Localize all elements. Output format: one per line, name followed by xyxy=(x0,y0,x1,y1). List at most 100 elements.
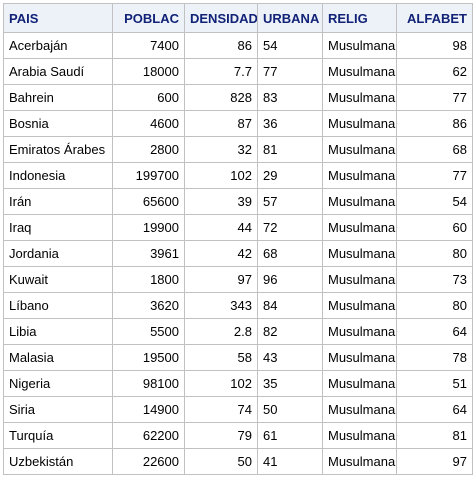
cell-pais: Indonesia xyxy=(3,162,113,189)
cell-relig: Musulmana xyxy=(322,32,397,59)
cell-poblac: 1800 xyxy=(112,266,185,293)
cell-urbana: 36 xyxy=(257,110,323,137)
cell-relig: Musulmana xyxy=(322,58,397,85)
cell-urbana: 68 xyxy=(257,240,323,267)
cell-relig: Musulmana xyxy=(322,344,397,371)
cell-pais: Uzbekistán xyxy=(3,448,113,475)
cell-relig: Musulmana xyxy=(322,240,397,267)
table-row[interactable]: Líbano 3620 343 84 Musulmana 80 xyxy=(3,292,473,319)
cell-relig: Musulmana xyxy=(322,318,397,345)
table-row[interactable]: Bosnia 4600 87 36 Musulmana 86 xyxy=(3,110,473,137)
cell-urbana: 29 xyxy=(257,162,323,189)
cell-urbana: 77 xyxy=(257,58,323,85)
cell-pais: Libia xyxy=(3,318,113,345)
table-row[interactable]: Irán 65600 39 57 Musulmana 54 xyxy=(3,188,473,215)
table-row[interactable]: Emiratos Árabes 2800 32 81 Musulmana 68 xyxy=(3,136,473,163)
cell-densidad: 97 xyxy=(184,266,258,293)
cell-pais: Irán xyxy=(3,188,113,215)
cell-poblac: 199700 xyxy=(112,162,185,189)
cell-poblac: 3961 xyxy=(112,240,185,267)
cell-poblac: 65600 xyxy=(112,188,185,215)
cell-alfabet: 64 xyxy=(396,396,473,423)
table-row[interactable]: Siria 14900 74 50 Musulmana 64 xyxy=(3,396,473,423)
cell-densidad: 50 xyxy=(184,448,258,475)
cell-alfabet: 86 xyxy=(396,110,473,137)
cell-poblac: 4600 xyxy=(112,110,185,137)
cell-pais: Arabia Saudí xyxy=(3,58,113,85)
column-header-urbana[interactable]: URBANA xyxy=(257,3,323,33)
cell-poblac: 19900 xyxy=(112,214,185,241)
cell-poblac: 7400 xyxy=(112,32,185,59)
cell-relig: Musulmana xyxy=(322,110,397,137)
column-header-densidad[interactable]: DENSIDAD xyxy=(184,3,258,33)
table-row[interactable]: Uzbekistán 22600 50 41 Musulmana 97 xyxy=(3,448,473,475)
cell-densidad: 343 xyxy=(184,292,258,319)
cell-densidad: 58 xyxy=(184,344,258,371)
table-row[interactable]: Kuwait 1800 97 96 Musulmana 73 xyxy=(3,266,473,293)
cell-relig: Musulmana xyxy=(322,266,397,293)
cell-pais: Kuwait xyxy=(3,266,113,293)
cell-densidad: 74 xyxy=(184,396,258,423)
cell-alfabet: 62 xyxy=(396,58,473,85)
cell-relig: Musulmana xyxy=(322,292,397,319)
cell-urbana: 61 xyxy=(257,422,323,449)
table-header: PAIS POBLAC DENSIDAD URBANA RELIG ALFABE… xyxy=(3,3,473,33)
cell-urbana: 41 xyxy=(257,448,323,475)
cell-densidad: 86 xyxy=(184,32,258,59)
cell-alfabet: 81 xyxy=(396,422,473,449)
cell-urbana: 43 xyxy=(257,344,323,371)
cell-relig: Musulmana xyxy=(322,422,397,449)
cell-urbana: 82 xyxy=(257,318,323,345)
cell-relig: Musulmana xyxy=(322,396,397,423)
cell-relig: Musulmana xyxy=(322,448,397,475)
table-row[interactable]: Acerbaján 7400 86 54 Musulmana 98 xyxy=(3,32,473,59)
table-row[interactable]: Indonesia 199700 102 29 Musulmana 77 xyxy=(3,162,473,189)
cell-poblac: 5500 xyxy=(112,318,185,345)
column-header-alfabet[interactable]: ALFABET xyxy=(396,3,473,33)
cell-alfabet: 97 xyxy=(396,448,473,475)
cell-poblac: 14900 xyxy=(112,396,185,423)
cell-pais: Bosnia xyxy=(3,110,113,137)
table-row[interactable]: Iraq 19900 44 72 Musulmana 60 xyxy=(3,214,473,241)
cell-pais: Iraq xyxy=(3,214,113,241)
cell-pais: Líbano xyxy=(3,292,113,319)
cell-urbana: 35 xyxy=(257,370,323,397)
table-row[interactable]: Bahrein 600 828 83 Musulmana 77 xyxy=(3,84,473,111)
cell-densidad: 32 xyxy=(184,136,258,163)
cell-poblac: 2800 xyxy=(112,136,185,163)
table-row[interactable]: Turquía 62200 79 61 Musulmana 81 xyxy=(3,422,473,449)
cell-poblac: 600 xyxy=(112,84,185,111)
cell-poblac: 3620 xyxy=(112,292,185,319)
cell-pais: Malasia xyxy=(3,344,113,371)
table-row[interactable]: Malasia 19500 58 43 Musulmana 78 xyxy=(3,344,473,371)
cell-poblac: 19500 xyxy=(112,344,185,371)
cell-alfabet: 98 xyxy=(396,32,473,59)
cell-urbana: 81 xyxy=(257,136,323,163)
cell-urbana: 57 xyxy=(257,188,323,215)
table-row[interactable]: Arabia Saudí 18000 7.7 77 Musulmana 62 xyxy=(3,58,473,85)
cell-relig: Musulmana xyxy=(322,188,397,215)
cell-densidad: 102 xyxy=(184,162,258,189)
cell-relig: Musulmana xyxy=(322,214,397,241)
cell-relig: Musulmana xyxy=(322,162,397,189)
cell-densidad: 828 xyxy=(184,84,258,111)
cell-densidad: 87 xyxy=(184,110,258,137)
cell-urbana: 72 xyxy=(257,214,323,241)
cell-alfabet: 64 xyxy=(396,318,473,345)
cell-alfabet: 73 xyxy=(396,266,473,293)
cell-poblac: 62200 xyxy=(112,422,185,449)
cell-densidad: 7.7 xyxy=(184,58,258,85)
table-row[interactable]: Nigeria 98100 102 35 Musulmana 51 xyxy=(3,370,473,397)
cell-poblac: 22600 xyxy=(112,448,185,475)
cell-pais: Jordania xyxy=(3,240,113,267)
cell-poblac: 18000 xyxy=(112,58,185,85)
table-row[interactable]: Jordania 3961 42 68 Musulmana 80 xyxy=(3,240,473,267)
column-header-pais[interactable]: PAIS xyxy=(3,3,113,33)
table-row[interactable]: Libia 5500 2.8 82 Musulmana 64 xyxy=(3,318,473,345)
column-header-relig[interactable]: RELIG xyxy=(322,3,397,33)
column-header-poblac[interactable]: POBLAC xyxy=(112,3,185,33)
cell-densidad: 42 xyxy=(184,240,258,267)
cell-urbana: 84 xyxy=(257,292,323,319)
cell-relig: Musulmana xyxy=(322,370,397,397)
cell-alfabet: 51 xyxy=(396,370,473,397)
